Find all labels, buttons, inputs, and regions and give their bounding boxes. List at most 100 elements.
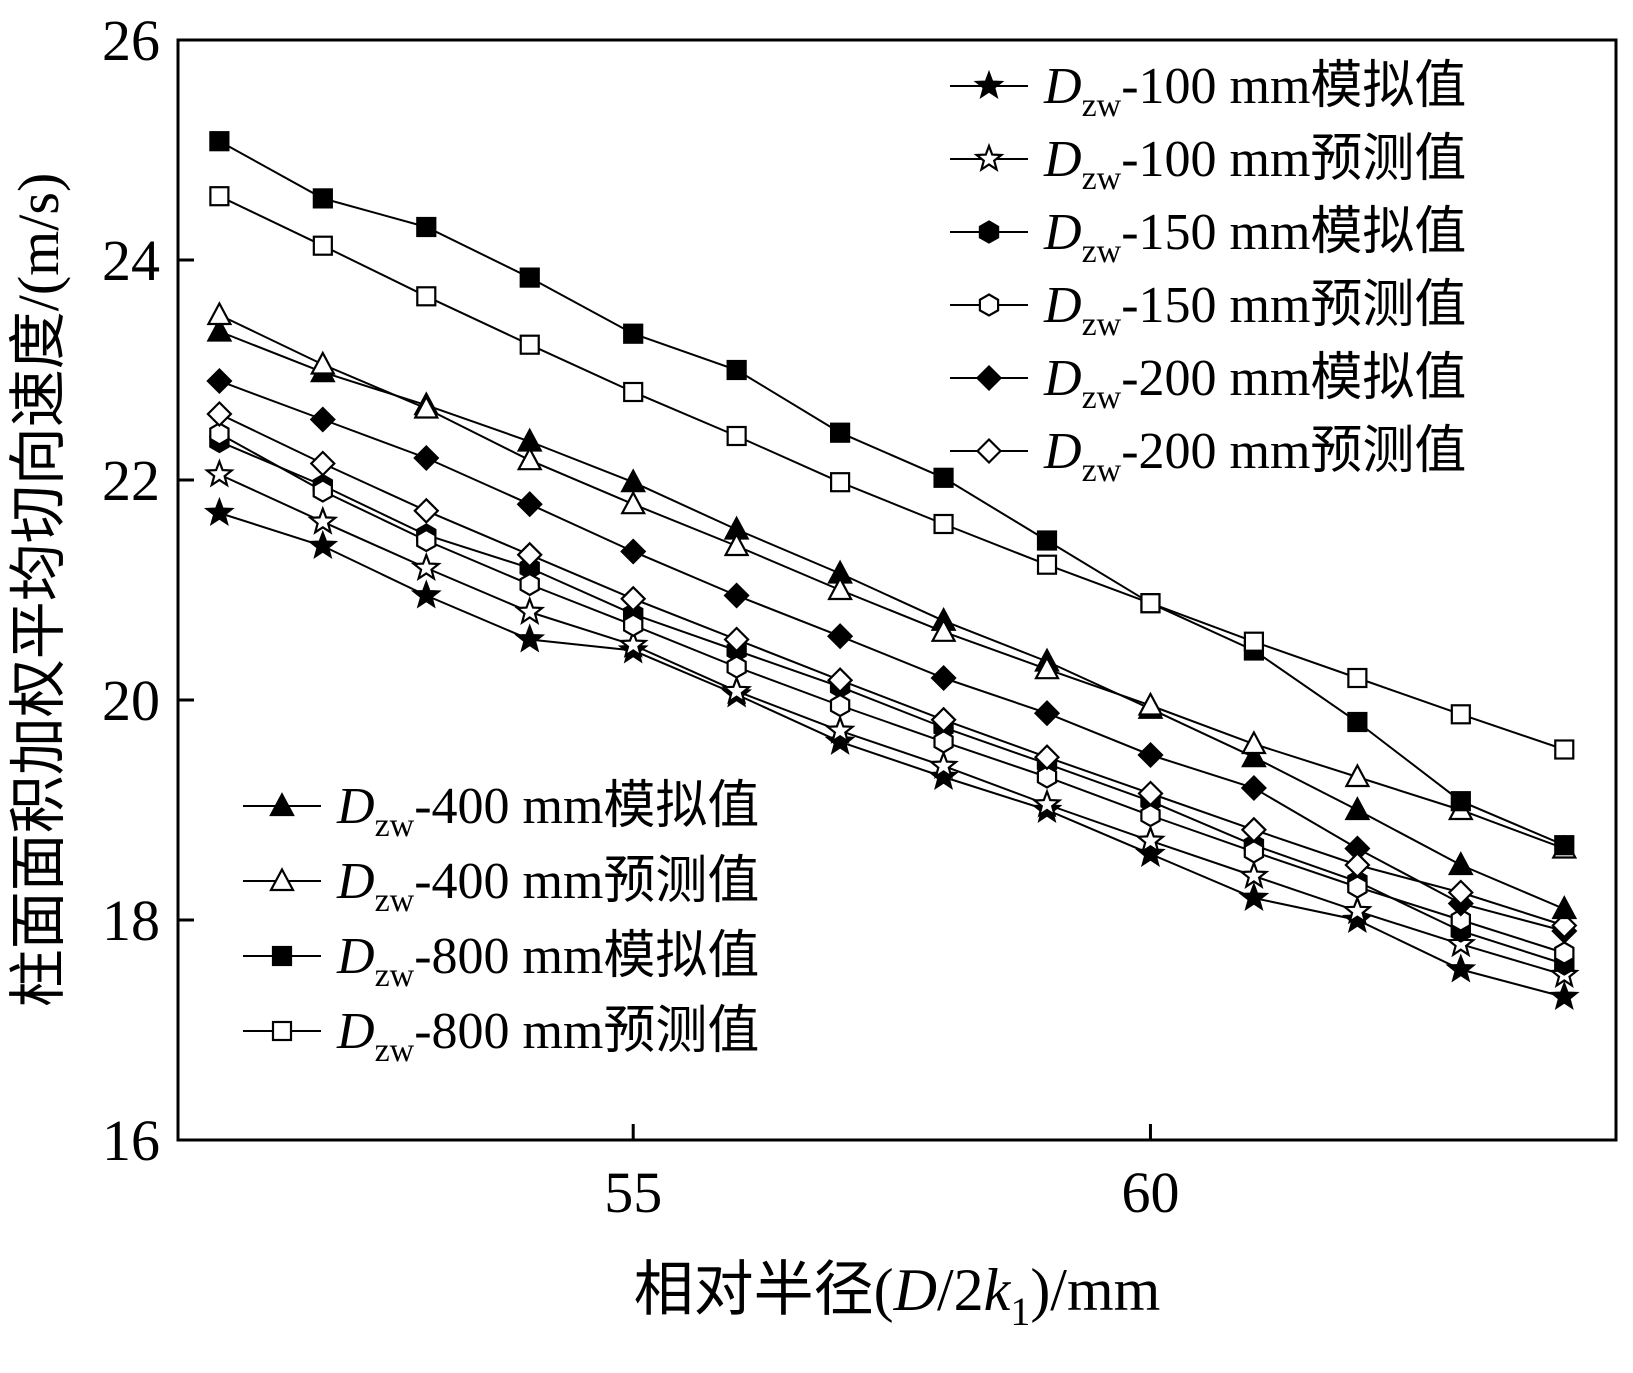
- square-marker-icon: [519, 267, 540, 288]
- y-tick-label: 16: [102, 1108, 160, 1173]
- hexagon-marker-icon: [1243, 840, 1265, 864]
- square-marker-icon: [726, 425, 747, 447]
- legend-label: Dzw-100 mm模拟值: [1043, 58, 1466, 124]
- triangle-marker-icon: [1344, 796, 1371, 821]
- legend-item-dzw150-pred: Dzw-150 mm预测值: [950, 277, 1466, 343]
- y-tick-label: 22: [102, 448, 160, 513]
- star-marker-icon: [973, 69, 1005, 100]
- legend-label: Dzw-200 mm预测值: [1043, 423, 1466, 489]
- diamond-marker-icon: [930, 664, 957, 692]
- triangle-marker-icon: [827, 576, 853, 601]
- square-marker-icon: [726, 359, 747, 381]
- hexagon-marker-icon: [978, 293, 1000, 317]
- hexagon-marker-icon: [933, 730, 954, 754]
- diamond-marker-icon: [309, 406, 336, 433]
- hexagon-marker-icon: [1554, 941, 1575, 965]
- hexagon-marker-icon: [519, 572, 540, 597]
- star-marker-icon: [514, 595, 546, 626]
- legend-item-dzw400-pred: Dzw-400 mm预测值: [243, 853, 759, 919]
- triangle-marker-icon: [1551, 895, 1578, 920]
- star-marker-icon: [1135, 837, 1166, 868]
- diamond-marker-icon: [1551, 912, 1578, 939]
- diamond-marker-icon: [1033, 744, 1061, 771]
- triangle-marker-icon: [930, 617, 957, 642]
- series-dzw100-pred: [204, 458, 1580, 989]
- star-marker-icon: [514, 623, 546, 653]
- star-marker-icon: [824, 714, 856, 744]
- star-marker-icon: [1445, 928, 1477, 958]
- hexagon-marker-icon: [209, 422, 230, 446]
- square-marker-icon: [933, 467, 954, 488]
- square-marker-icon: [209, 131, 230, 152]
- star-marker-icon: [1238, 859, 1270, 890]
- star-marker-icon: [410, 579, 442, 609]
- x-tick-label: 60: [1121, 1160, 1179, 1225]
- diamond-marker-icon: [309, 450, 336, 477]
- series-line: [219, 512, 1565, 998]
- star-marker-icon: [928, 749, 959, 780]
- series-dzw800-pred: [209, 186, 1575, 760]
- diamond-marker-icon: [975, 364, 1003, 392]
- diamond-marker-icon: [1240, 774, 1267, 802]
- square-marker-icon: [1450, 704, 1471, 725]
- square-marker-icon: [1450, 791, 1471, 812]
- triangle-marker-icon: [413, 394, 440, 419]
- hexagon-marker-icon: [622, 613, 644, 637]
- square-marker-icon: [1554, 739, 1575, 760]
- square-marker-icon: [1036, 530, 1058, 551]
- square-marker-icon: [623, 323, 644, 344]
- square-marker-icon: [209, 186, 230, 207]
- diamond-marker-icon: [975, 437, 1003, 465]
- diamond-marker-icon: [1447, 879, 1474, 906]
- x-tick-label: 55: [604, 1160, 662, 1225]
- hexagon-marker-icon: [829, 693, 851, 718]
- triangle-marker-icon: [309, 350, 336, 375]
- legend-label: Dzw-100 mm预测值: [1043, 131, 1466, 197]
- series-line: [219, 330, 1565, 910]
- series-line: [218, 432, 1565, 954]
- diamond-marker-icon: [723, 582, 750, 609]
- diamond-marker-icon: [930, 706, 957, 733]
- legend-item-dzw150-sim: Dzw-150 mm模拟值: [950, 204, 1466, 270]
- square-marker-icon: [1243, 631, 1265, 652]
- hexagon-marker-icon: [1036, 765, 1058, 789]
- diamond-marker-icon: [1137, 780, 1164, 807]
- legend-item-dzw100-sim: Dzw-100 mm模拟值: [950, 58, 1466, 124]
- triangle-marker-icon: [1034, 655, 1060, 680]
- square-marker-icon: [623, 381, 644, 403]
- hexagon-marker-icon: [1450, 908, 1472, 932]
- series-line: [218, 413, 1565, 927]
- diamond-marker-icon: [1240, 816, 1267, 843]
- star-marker-icon: [307, 529, 339, 560]
- triangle-marker-icon: [1241, 743, 1267, 768]
- square-marker-icon: [519, 334, 540, 355]
- series-dzw200-pred: [206, 400, 1578, 939]
- y-tick-label: 26: [102, 8, 160, 73]
- square-marker-icon: [933, 513, 954, 535]
- legend-label: Dzw-400 mm模拟值: [336, 778, 759, 844]
- diamond-marker-icon: [827, 667, 854, 694]
- plot-frame: [176, 38, 1618, 1142]
- star-marker-icon: [1135, 824, 1166, 854]
- triangle-marker-icon: [269, 792, 295, 817]
- diamond-marker-icon: [413, 497, 440, 524]
- legend-item-dzw200-pred: Dzw-200 mm预测值: [950, 423, 1466, 489]
- triangle-marker-icon: [206, 317, 233, 342]
- legend-item-dzw400-sim: Dzw-400 mm模拟值: [243, 778, 759, 844]
- legend-item-dzw100-pred: Dzw-100 mm预测值: [950, 131, 1466, 197]
- triangle-marker-icon: [1447, 851, 1474, 876]
- series-line: [218, 314, 1565, 850]
- series-dzw100-sim: [204, 496, 1580, 1011]
- series-line: [219, 380, 1565, 932]
- square-marker-icon: [830, 472, 851, 493]
- triangle-marker-icon: [620, 468, 647, 493]
- hexagon-marker-icon: [1140, 803, 1161, 828]
- legend-bottom-left: Dzw-400 mm模拟值 Dzw-400 mm预测值 Dzw-800 mm模拟值 D…: [243, 778, 759, 1069]
- star-marker-icon: [617, 628, 649, 659]
- legend-label: Dzw-400 mm预测值: [336, 853, 759, 919]
- y-axis-title: 柱面面积加权平均切向速度/(m/s): [6, 173, 71, 1008]
- diamond-marker-icon: [1137, 741, 1164, 769]
- series-dzw800-sim: [209, 131, 1575, 856]
